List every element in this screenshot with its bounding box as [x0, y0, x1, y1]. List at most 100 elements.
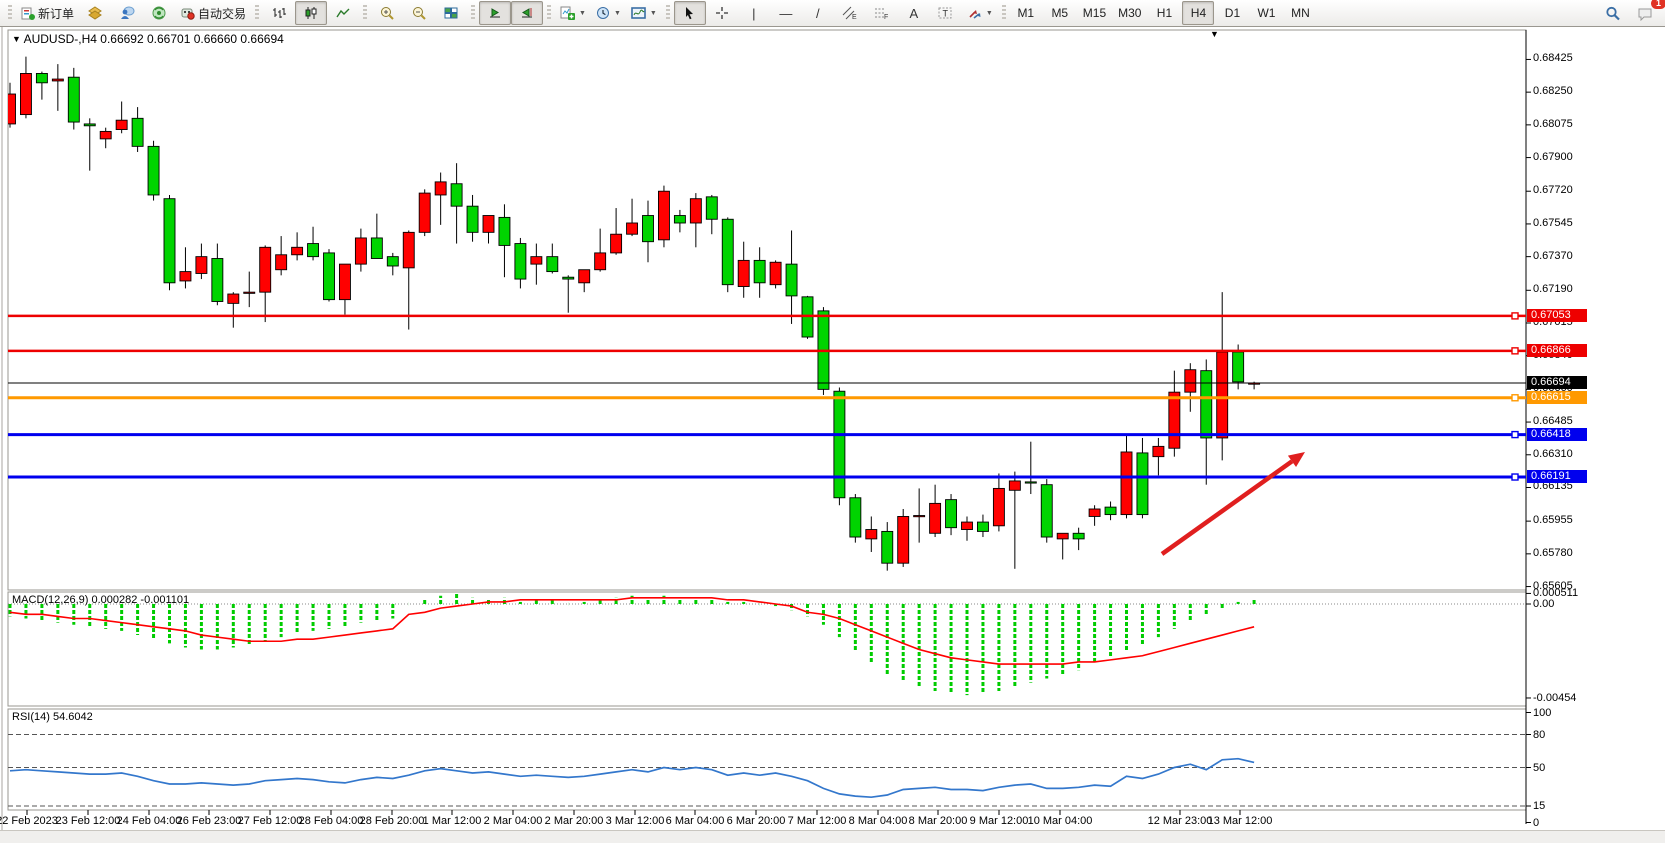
text-icon: A	[909, 5, 919, 21]
notification-badge: 1	[1651, 0, 1665, 9]
channel-tool-button[interactable]: E	[834, 1, 866, 25]
timeframe-H1[interactable]: H1	[1156, 6, 1173, 20]
timeframe-H4[interactable]: H4	[1182, 1, 1215, 25]
arrows-tool-button[interactable]: ▼	[962, 1, 998, 25]
candle-body	[1056, 532, 1069, 540]
candle-body	[227, 293, 240, 304]
chart-shift-button[interactable]	[511, 1, 544, 25]
zoom-in-button[interactable]	[371, 1, 403, 25]
candle-body	[1104, 506, 1117, 516]
timeframe-M30[interactable]: M30	[1118, 6, 1142, 20]
search-button[interactable]	[1597, 1, 1629, 25]
toolbar-grip	[665, 5, 670, 21]
toolbar-grip	[8, 5, 12, 21]
line-chart-icon	[336, 8, 350, 18]
line-handle[interactable]	[1511, 312, 1519, 320]
toolbar-grip	[471, 5, 476, 21]
candlestick-chart-type-button[interactable]	[295, 1, 328, 25]
candle-body	[689, 198, 702, 224]
candle-body	[418, 192, 431, 233]
chart-shift-icon	[522, 8, 533, 18]
zoom-out-button[interactable]	[403, 1, 435, 25]
candle-body	[1072, 532, 1085, 540]
community-button[interactable]	[111, 1, 143, 25]
macd-signal-line	[9, 596, 1255, 665]
trendline-tool-button[interactable]: /	[802, 1, 834, 25]
candle-body	[897, 516, 910, 564]
new-order-button[interactable]: 新订单	[16, 1, 79, 25]
periods-button[interactable]: ▼	[591, 1, 626, 25]
candle-body	[323, 252, 335, 301]
timeframe-W1[interactable]: W1	[1257, 6, 1276, 20]
trend-arrow-head[interactable]	[1287, 452, 1305, 467]
timeframe-D1[interactable]: D1	[1224, 6, 1241, 20]
candle-body	[291, 246, 304, 256]
candle-body	[1152, 445, 1165, 458]
candle-body	[833, 390, 846, 499]
chart-menu-arrow[interactable]: ▼	[1210, 29, 1219, 39]
candle-body	[721, 218, 734, 286]
candle-body	[131, 117, 144, 147]
market-button[interactable]	[79, 1, 111, 25]
candle-body	[1200, 370, 1213, 439]
templates-button[interactable]: ▼	[626, 1, 662, 25]
candle-body	[594, 252, 607, 271]
bar-chart-type-button[interactable]	[263, 1, 295, 25]
candle-body	[1168, 391, 1181, 449]
auto-scroll-button[interactable]	[479, 1, 512, 25]
crosshair-icon	[715, 7, 728, 19]
cursor-icon	[686, 7, 694, 20]
crosshair-tool-button[interactable]	[706, 1, 738, 25]
candle-body	[8, 93, 16, 125]
zoom-out-icon	[412, 7, 426, 20]
dropdown-arrow-icon: ▼	[649, 9, 657, 17]
indicators-button[interactable]: ▼	[555, 1, 591, 25]
line-handle[interactable]	[1511, 347, 1519, 355]
timeframe-M15[interactable]: M15	[1082, 6, 1107, 20]
news-button[interactable]	[143, 1, 175, 25]
text-label-tool-button[interactable]: T	[930, 1, 962, 25]
text-tool-button[interactable]: A	[898, 1, 930, 25]
cursor-tool-button[interactable]	[673, 1, 706, 25]
horizontal-line-tool-button[interactable]: —	[770, 1, 802, 25]
candle-body	[578, 269, 591, 284]
toolbar-grip	[1001, 5, 1006, 21]
auto-trading-icon	[181, 8, 195, 20]
rsi-panel-frame	[7, 708, 1527, 811]
bar-chart-icon	[273, 8, 287, 18]
tile-windows-button[interactable]	[435, 1, 467, 25]
candle-body	[705, 196, 718, 220]
candle-body	[514, 243, 527, 280]
line-handle[interactable]	[1511, 430, 1519, 439]
trend-arrow[interactable]	[1160, 459, 1294, 556]
candle-body	[881, 530, 894, 564]
candle-body	[67, 76, 80, 123]
horizontal-line-icon: —	[779, 5, 793, 21]
vertical-line-tool-button[interactable]: |	[738, 1, 770, 25]
zoom-in-icon	[380, 7, 394, 20]
candle-body	[99, 130, 112, 140]
candle-body	[307, 243, 319, 258]
line-handle[interactable]	[1511, 394, 1519, 402]
candle-body	[992, 487, 1005, 527]
timeframe-M1[interactable]: M1	[1017, 6, 1035, 20]
candle-body	[769, 261, 782, 286]
chart-title: ▼ AUDUSD-,H4 0.66692 0.66701 0.66660 0.6…	[12, 32, 284, 46]
line-chart-type-button[interactable]	[327, 1, 359, 25]
notifications-button[interactable]: 1	[1629, 0, 1665, 25]
timeframe-M5[interactable]: M5	[1051, 6, 1069, 20]
line-handle[interactable]	[1511, 473, 1519, 481]
candle-body	[354, 237, 367, 265]
candle-body	[945, 499, 957, 529]
candle-body	[530, 256, 543, 265]
candle-body	[482, 215, 495, 233]
auto-trading-button[interactable]: 自动交易	[175, 1, 251, 25]
fibonacci-tool-button[interactable]: F	[866, 1, 898, 25]
chart-expand-arrow[interactable]: ▼	[12, 34, 21, 44]
timeframe-MN[interactable]: MN	[1291, 6, 1310, 20]
dropdown-arrow-icon: ▼	[579, 9, 586, 17]
macd-panel-title: MACD(12,26,9) 0.000282 -0.001101	[12, 594, 190, 606]
candle-body	[466, 205, 479, 233]
